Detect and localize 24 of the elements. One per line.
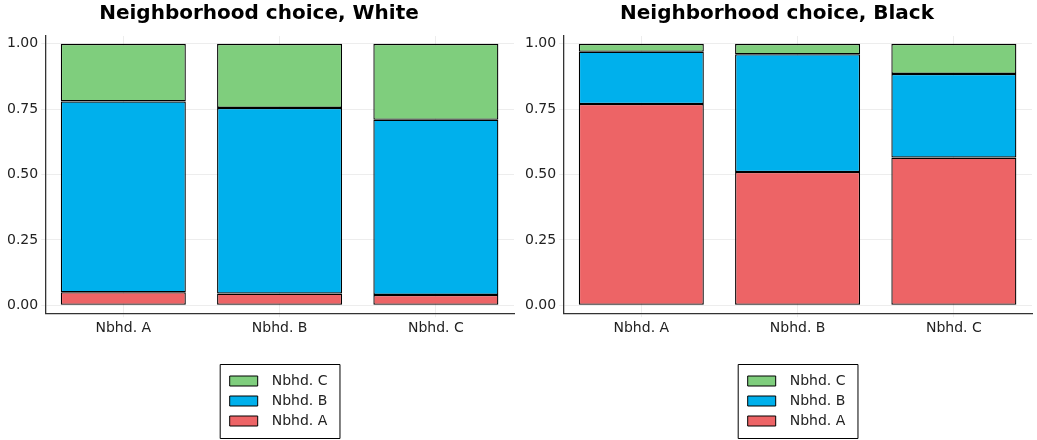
x-tick-label: Nbhd. B (251, 319, 308, 336)
y-tick-label: 1.00 (7, 34, 39, 51)
x-tick-label: Nbhd. C (925, 319, 982, 336)
chart-title: Neighborhood choice, White (99, 0, 419, 25)
legend-label: Nbhd. A (271, 411, 328, 428)
y-tick-label: 0.25 (7, 230, 39, 247)
legend-label: Nbhd. C (271, 371, 328, 388)
y-tick-label: 0.75 (7, 99, 39, 116)
y-tick-label: 0.50 (7, 165, 39, 182)
y-tick-label: 1.00 (525, 34, 557, 51)
legend-label: Nbhd. A (789, 411, 846, 428)
legend-label: Nbhd. C (789, 371, 846, 388)
x-tick-label: Nbhd. A (613, 319, 670, 336)
y-tick-label: 0.50 (525, 165, 557, 182)
y-tick-label: 0.25 (525, 230, 557, 247)
y-tick-label: 0.00 (525, 296, 557, 312)
x-tick-label: Nbhd. B (769, 319, 826, 336)
y-tick-label: 0.75 (525, 99, 557, 116)
legend-label: Nbhd. B (789, 391, 846, 408)
chart-title: Neighborhood choice, Black (619, 0, 935, 25)
y-tick-label: 0.00 (7, 296, 39, 312)
x-tick-label: Nbhd. C (407, 319, 464, 336)
legend-label: Nbhd. B (271, 391, 328, 408)
x-tick-label: Nbhd. A (95, 319, 152, 336)
